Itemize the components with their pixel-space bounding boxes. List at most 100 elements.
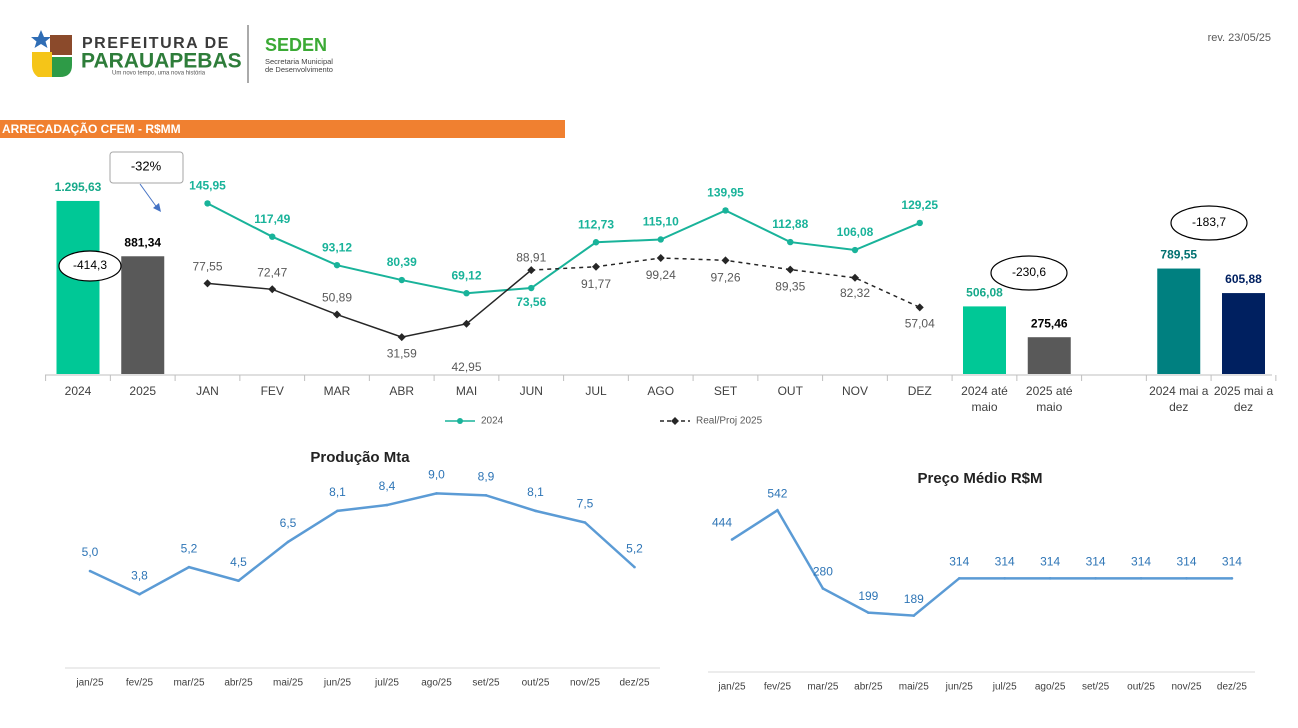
revision: rev. 23/05/25 <box>1208 32 1271 44</box>
marker <box>527 266 536 275</box>
x-tick-label: nov/25 <box>570 678 600 689</box>
marker <box>333 261 341 269</box>
logo-star <box>31 30 51 48</box>
annotation-ellipse <box>58 250 122 282</box>
series-line <box>89 492 636 596</box>
annotation: -32% <box>131 158 162 173</box>
data-label: 6,5 <box>280 516 297 530</box>
data-label: 99,24 <box>646 268 676 282</box>
callout <box>109 151 184 184</box>
x-tick-label: 2025 até maio <box>1026 384 1073 414</box>
data-label: 50,89 <box>322 291 352 305</box>
point <box>821 587 825 590</box>
data-label: 3,8 <box>131 568 148 582</box>
data-label: 542 <box>767 486 787 500</box>
data-label: 80,39 <box>387 255 417 269</box>
point <box>730 538 734 541</box>
x-tick-label: 2025 <box>129 384 156 398</box>
point <box>484 494 488 497</box>
x-tick-label: jul/25 <box>992 682 1017 693</box>
x-tick-label: ago/25 <box>421 678 452 689</box>
marker <box>204 200 211 207</box>
bar-label: 789,55 <box>1160 248 1197 262</box>
dept-sub: Secretaria Municipal <box>265 57 333 66</box>
x-tick-label: out/25 <box>1127 682 1155 693</box>
point <box>385 503 389 507</box>
logo-tagline: Um novo tempo, uma nova história <box>112 71 206 77</box>
x-tick-label: DEZ <box>908 384 932 398</box>
annotation-ellipse <box>1170 205 1248 241</box>
x-tick-label: AGO <box>647 384 674 398</box>
x-tick-label: MAR <box>324 384 351 398</box>
data-label: 77,55 <box>192 260 222 274</box>
data-label: 199 <box>858 589 878 603</box>
x-tick-label: nov/25 <box>1171 682 1201 693</box>
marker <box>721 256 730 265</box>
marker <box>657 236 664 243</box>
x-tick-label: dez/25 <box>1217 682 1247 693</box>
data-label: 314 <box>1040 554 1060 568</box>
data-label: 314 <box>1131 554 1151 568</box>
logo: PREFEITURA DE PARAUAPEBAS Um novo tempo,… <box>31 25 333 83</box>
point <box>1230 577 1234 580</box>
legend-marker <box>671 417 679 425</box>
bar-label: 881,34 <box>124 235 161 249</box>
x-tick-label: 2024 mai a dez <box>1149 384 1209 414</box>
marker <box>592 239 600 246</box>
bar <box>56 200 100 374</box>
point <box>957 577 961 580</box>
data-label: 89,35 <box>775 280 805 294</box>
x-tick-label: fev/25 <box>126 678 154 689</box>
x-tick-label: dez/25 <box>619 678 649 689</box>
data-label: 5,0 <box>82 545 99 559</box>
data-label: 314 <box>1222 554 1242 568</box>
x-tick-label: 2025 mai a dez <box>1214 384 1274 414</box>
x-tick-label: MAI <box>456 384 477 398</box>
marker <box>851 273 859 282</box>
logo-shape <box>50 35 72 55</box>
x-tick-label: jun/25 <box>945 682 974 693</box>
marker <box>528 284 535 292</box>
legend-label: 2024 <box>481 416 504 427</box>
x-tick-label: jan/25 <box>717 682 746 693</box>
marker <box>915 303 924 312</box>
x-tick-label: jul/25 <box>374 678 399 689</box>
point <box>286 540 290 544</box>
chart-title: Preço Médio R$M <box>917 470 1042 487</box>
legend-label: Real/Proj 2025 <box>696 416 763 427</box>
bar <box>1157 268 1201 374</box>
marker <box>398 276 405 284</box>
title-bar <box>0 120 565 138</box>
marker <box>851 246 859 254</box>
x-tick-label: JUN <box>520 384 543 398</box>
x-tick-label: JAN <box>196 384 219 398</box>
data-label: 314 <box>949 554 969 568</box>
bar-label: 1.295,63 <box>55 180 102 194</box>
x-tick-label: 2024 até maio <box>961 384 1008 414</box>
data-label: 8,9 <box>478 470 495 484</box>
data-label: 106,08 <box>837 225 874 239</box>
data-label: 112,73 <box>578 217 614 231</box>
point <box>138 592 141 596</box>
marker <box>462 319 471 328</box>
point <box>1094 577 1097 580</box>
point <box>237 579 240 582</box>
data-label: 82,32 <box>840 286 870 300</box>
data-label: 145,95 <box>189 179 226 193</box>
point <box>336 509 339 513</box>
x-tick-label: ABR <box>389 384 414 398</box>
x-tick-label: jan/25 <box>75 678 104 689</box>
data-label: 91,77 <box>581 277 611 291</box>
x-tick-label: SET <box>714 384 738 398</box>
x-tick-label: abr/25 <box>224 678 253 689</box>
data-label: 9,0 <box>428 468 445 482</box>
point <box>88 569 92 573</box>
x-tick-label: ago/25 <box>1035 682 1066 693</box>
data-label: 314 <box>1086 554 1106 568</box>
point <box>187 565 191 569</box>
point <box>633 565 636 569</box>
marker <box>269 233 276 240</box>
data-label: 31,59 <box>387 346 417 360</box>
data-label: 8,1 <box>329 485 346 499</box>
data-label: 8,4 <box>379 479 396 493</box>
